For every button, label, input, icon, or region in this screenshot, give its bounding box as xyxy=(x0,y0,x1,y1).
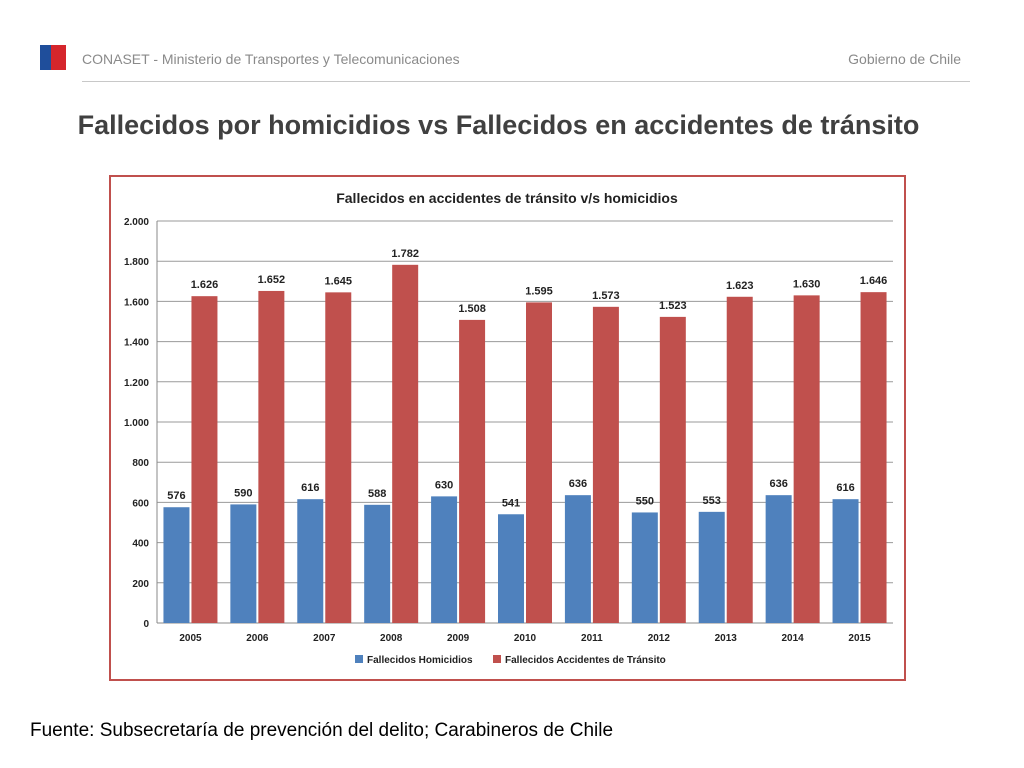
x-tick-label: 2012 xyxy=(648,633,671,644)
bar-homicidios xyxy=(364,504,391,623)
legend-swatch-homicidios xyxy=(355,655,363,663)
bar-transito xyxy=(793,295,820,623)
data-label: 1.652 xyxy=(258,274,286,286)
bar-transito xyxy=(191,296,218,623)
data-label: 588 xyxy=(368,488,386,500)
data-label: 1.645 xyxy=(325,275,353,287)
bar-homicidios xyxy=(297,499,324,623)
data-label: 616 xyxy=(301,482,319,494)
legend-label-transito: Fallecidos Accidentes de Tránsito xyxy=(505,655,666,666)
data-label: 1.630 xyxy=(793,278,821,290)
bar-chart: Fallecidos en accidentes de tránsito v/s… xyxy=(124,190,893,666)
bar-homicidios xyxy=(631,512,658,623)
x-tick-label: 2014 xyxy=(782,633,805,644)
x-tick-label: 2010 xyxy=(514,633,537,644)
x-tick-label: 2008 xyxy=(380,633,403,644)
bar-transito xyxy=(726,296,753,623)
data-label: 1.782 xyxy=(391,248,419,260)
data-label: 550 xyxy=(636,495,654,507)
y-tick-label: 600 xyxy=(132,498,149,509)
organization-name: CONASET - Ministerio de Transportes y Te… xyxy=(82,51,460,67)
bar-homicidios xyxy=(564,495,591,623)
x-tick-label: 2013 xyxy=(715,633,738,644)
legend-label-homicidios: Fallecidos Homicidios xyxy=(367,655,473,666)
data-label: 590 xyxy=(234,487,252,499)
x-tick-label: 2007 xyxy=(313,633,336,644)
slide-title: Fallecidos por homicidios vs Fallecidos … xyxy=(77,110,920,140)
y-tick-label: 1.200 xyxy=(124,378,149,389)
data-label: 1.508 xyxy=(458,303,486,315)
y-tick-label: 1.400 xyxy=(124,338,149,349)
chile-flag-logo xyxy=(40,45,66,70)
bar-transito xyxy=(659,316,686,623)
data-label: 1.573 xyxy=(592,290,620,302)
bar-homicidios xyxy=(765,495,792,623)
x-tick-label: 2011 xyxy=(581,633,603,644)
bar-homicidios xyxy=(498,514,524,623)
chart-title: Fallecidos en accidentes de tránsito v/s… xyxy=(336,190,678,206)
data-label: 630 xyxy=(435,479,453,491)
y-tick-label: 1.800 xyxy=(124,257,149,268)
slide-header: CONASET - Ministerio de Transportes y Te… xyxy=(0,0,1024,82)
data-label: 1.626 xyxy=(191,279,219,291)
y-tick-label: 0 xyxy=(143,619,149,630)
chart-frame: Fallecidos en accidentes de tránsito v/s… xyxy=(109,175,906,681)
data-label: 616 xyxy=(836,482,854,494)
y-tick-label: 1.000 xyxy=(124,418,149,429)
bar-transito xyxy=(592,306,619,623)
data-label: 1.646 xyxy=(860,275,888,287)
bar-homicidios xyxy=(698,511,725,623)
y-tick-label: 1.600 xyxy=(124,297,149,308)
bar-homicidios xyxy=(163,507,190,623)
y-tick-label: 2.000 xyxy=(124,217,149,228)
legend-swatch-transito xyxy=(493,655,501,663)
bar-transito xyxy=(258,290,285,623)
bar-transito xyxy=(325,292,352,623)
data-label: 553 xyxy=(703,495,721,507)
header-divider xyxy=(82,81,970,82)
x-tick-label: 2015 xyxy=(848,633,871,644)
bar-transito xyxy=(459,319,486,623)
data-label: 1.523 xyxy=(659,300,687,312)
data-label: 541 xyxy=(502,497,520,509)
bar-transito xyxy=(526,302,552,623)
data-label: 1.623 xyxy=(726,280,754,292)
x-tick-label: 2009 xyxy=(447,633,470,644)
data-label: 1.595 xyxy=(525,285,553,297)
data-label: 576 xyxy=(167,490,185,502)
data-label: 636 xyxy=(769,478,787,490)
data-label: 636 xyxy=(569,478,587,490)
x-tick-label: 2006 xyxy=(246,633,269,644)
government-name: Gobierno de Chile xyxy=(848,51,961,67)
bar-transito xyxy=(860,292,887,623)
bar-homicidios xyxy=(832,499,859,623)
x-tick-label: 2005 xyxy=(179,633,202,644)
y-tick-label: 400 xyxy=(132,539,149,550)
bar-homicidios xyxy=(431,496,458,623)
y-tick-label: 800 xyxy=(132,458,149,469)
source-note: Fuente: Subsecretaría de prevención del … xyxy=(30,720,614,741)
y-tick-label: 200 xyxy=(132,579,149,590)
bar-transito xyxy=(392,264,419,623)
bar-homicidios xyxy=(230,504,257,623)
